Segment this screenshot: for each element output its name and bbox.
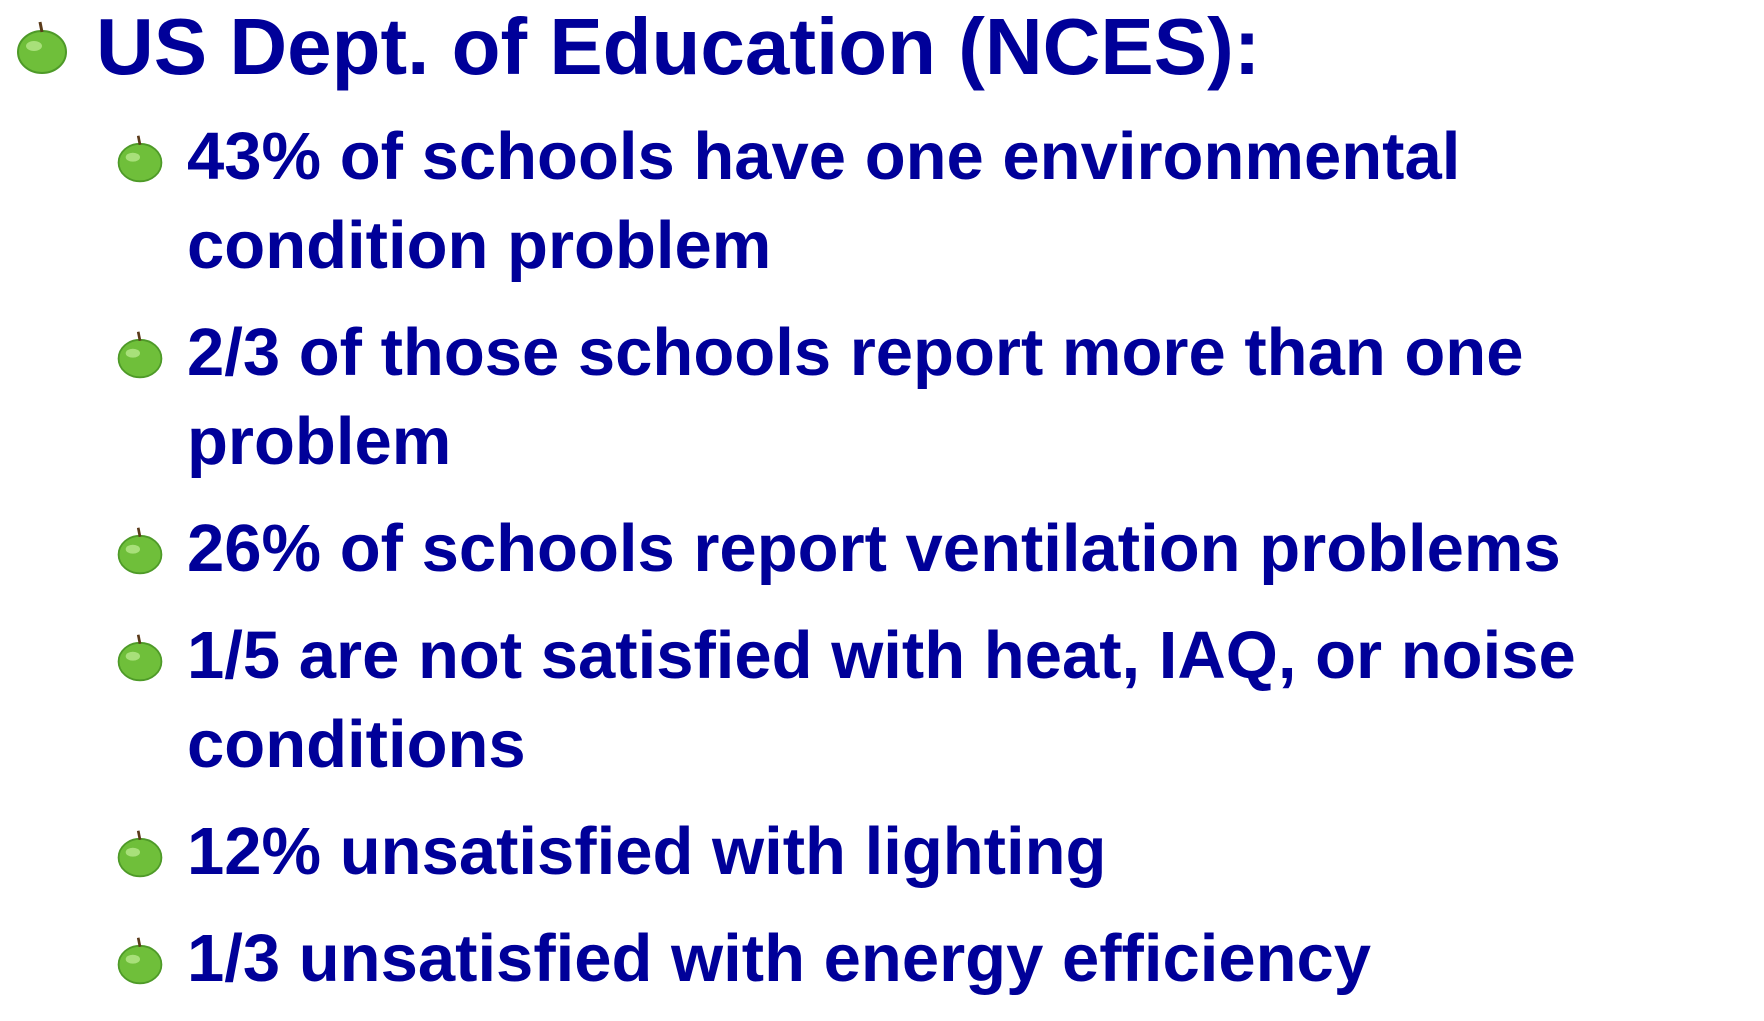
slide-title: US Dept. of Education (NCES): [96,2,1261,91]
apple-bullet [117,135,163,183]
bullet-item: 12% unsatisfied with lighting [117,807,1764,896]
apple-bullet [117,937,163,985]
bullet-item: 26% of schools report ventilation proble… [117,504,1764,593]
slide: {"header": {"title": "US Dept. of Educat… [17,2,1576,996]
bullet-text: 2/3 of those schools report more than on… [187,315,1524,479]
bullet-list: 43% of schools have one environmental co… [117,112,1764,1021]
bullet-text: 1/3 unsatisfied with energy efficiency [187,921,1372,996]
apple-bullet [117,331,163,379]
bullet-item: 1/3 unsatisfied with energy efficiency [117,914,1764,1003]
apple-bullet [17,21,67,74]
apple-bullet [117,634,163,682]
apple-bullet [117,830,163,878]
bullet-text: 12% unsatisfied with lighting [187,814,1107,889]
bullet-text: 43% of schools have one environmental co… [187,119,1461,283]
bullet-item: 1/5 are not satisfied with heat, IAQ, or… [117,611,1764,789]
apple-bullet [117,527,163,575]
bullet-item: 43% of schools have one environmental co… [117,112,1764,290]
bullet-item: 2/3 of those schools report more than on… [117,308,1764,486]
bullet-text: 26% of schools report ventilation proble… [187,511,1561,586]
bullet-text: 1/5 are not satisfied with heat, IAQ, or… [187,618,1576,782]
